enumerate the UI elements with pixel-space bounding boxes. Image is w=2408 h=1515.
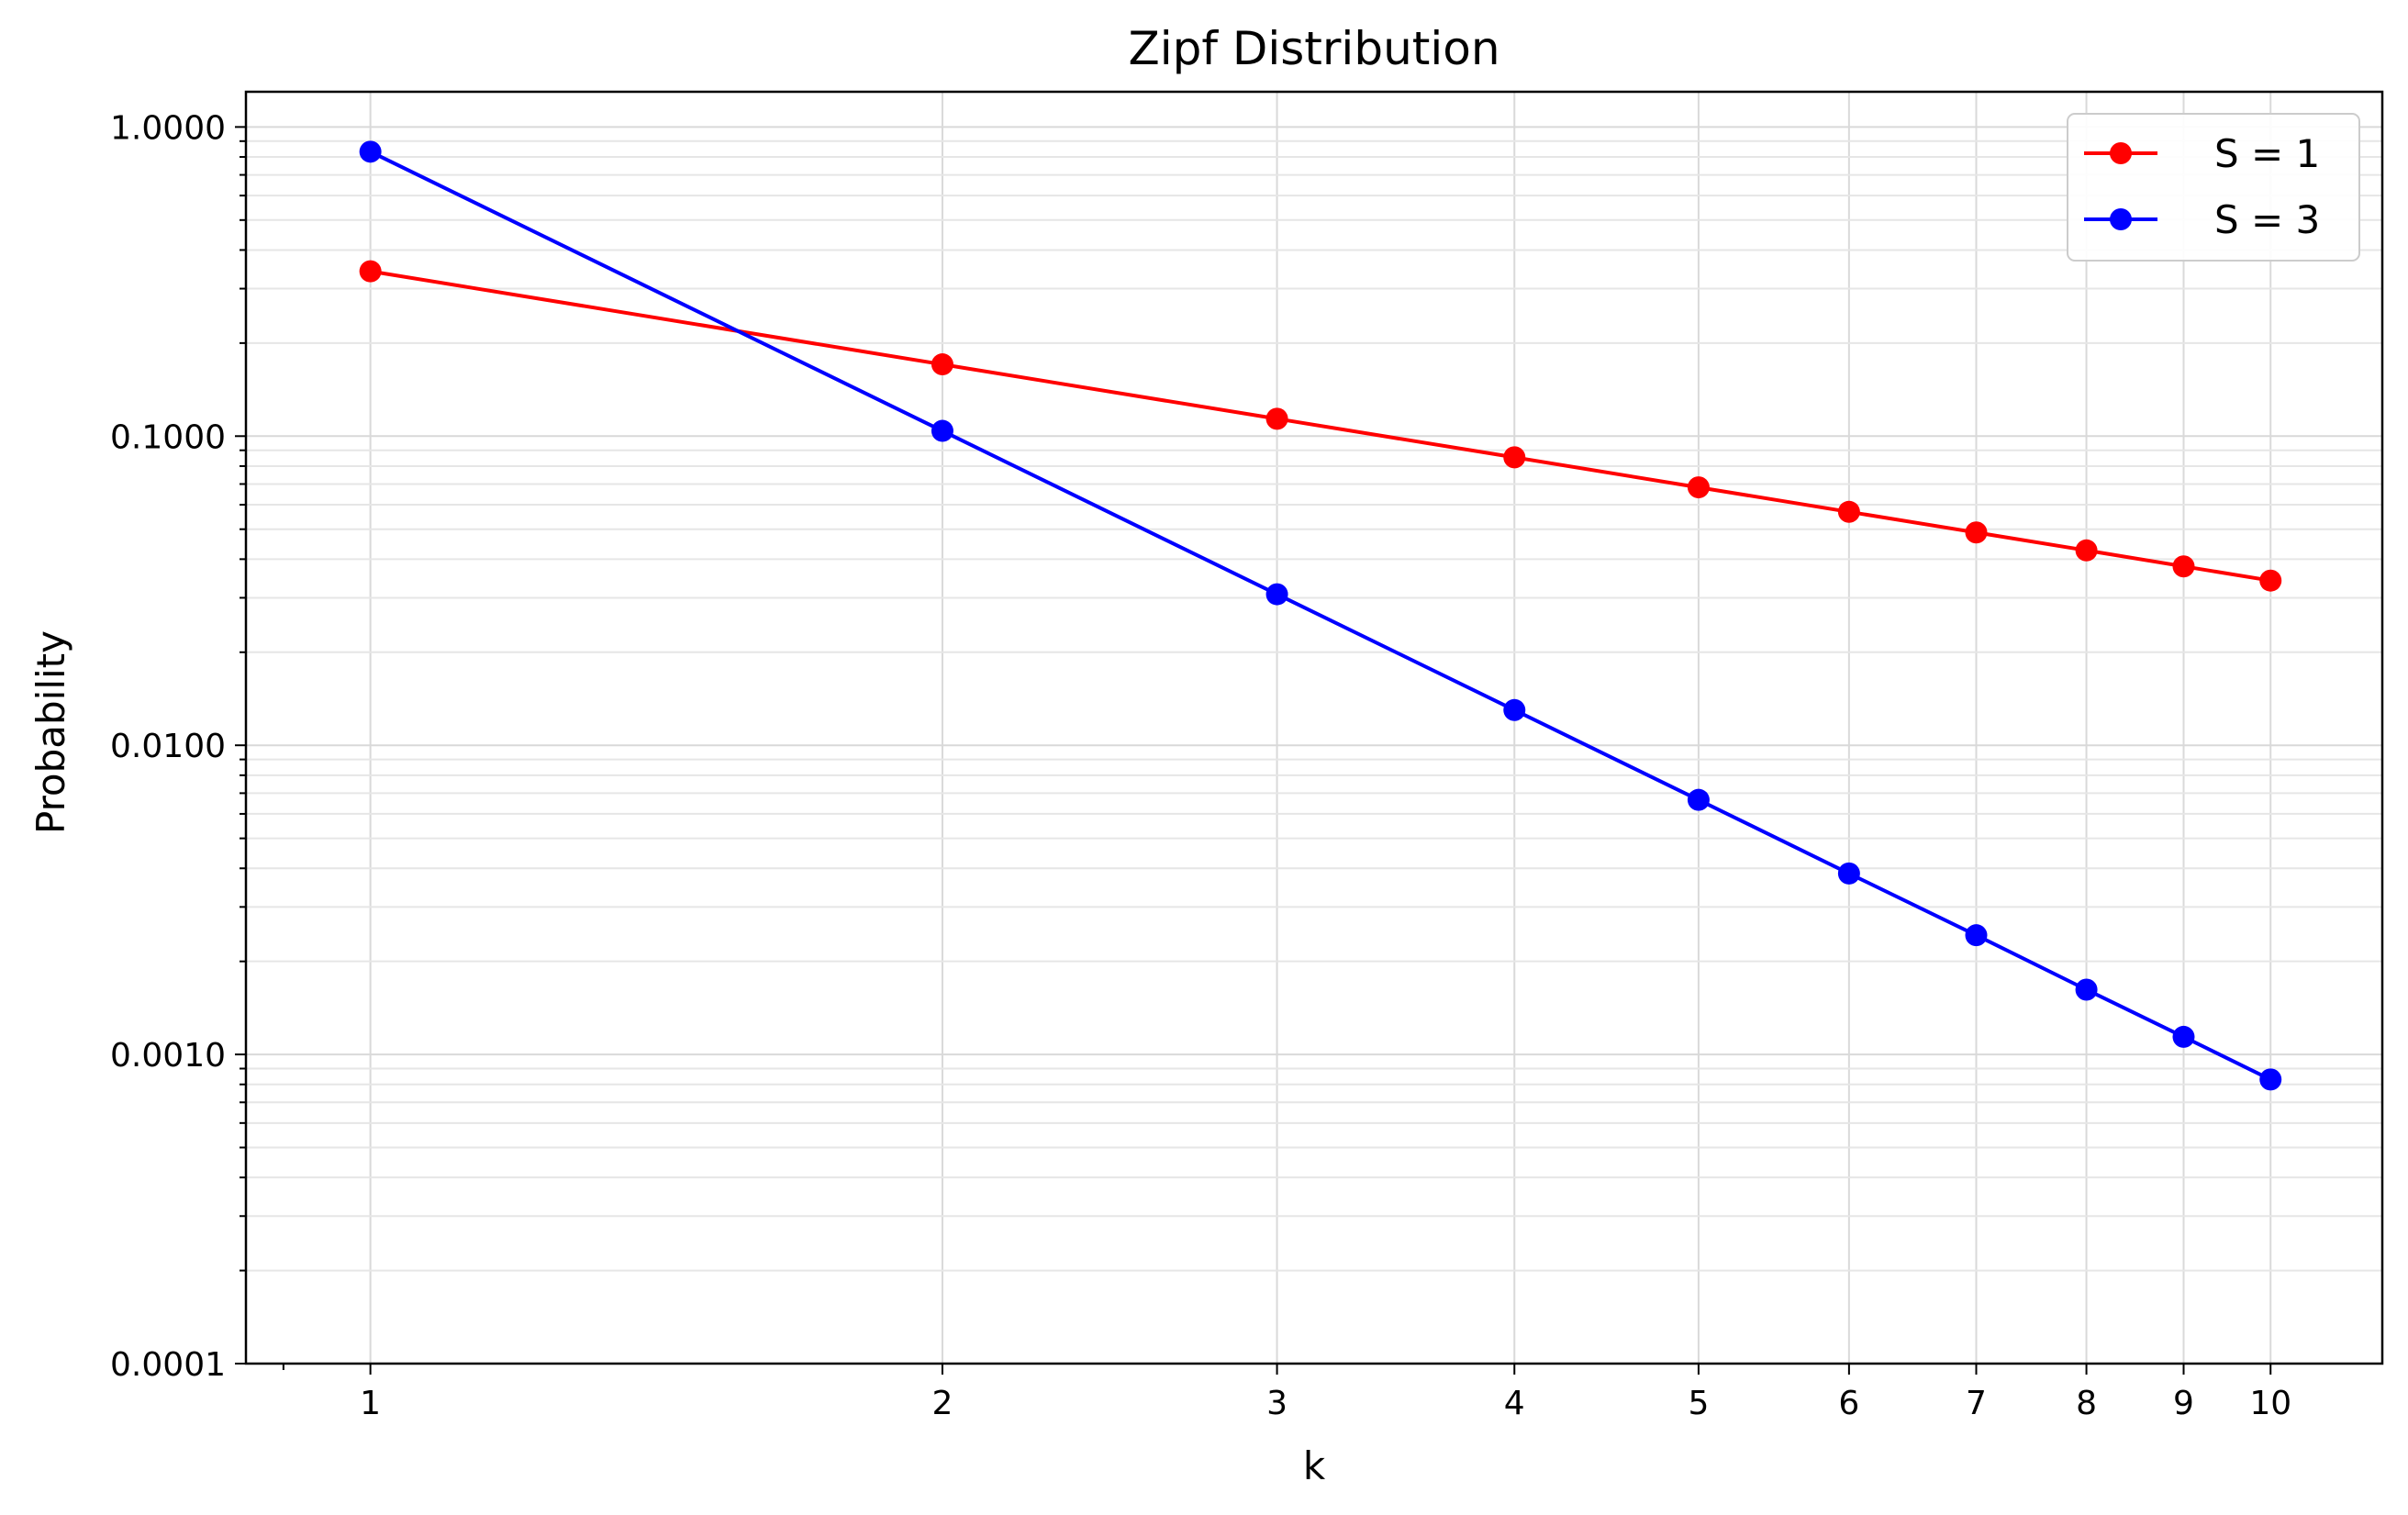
chart-title: Zipf Distribution xyxy=(1128,22,1499,75)
x-tick-label: 2 xyxy=(931,1385,953,1422)
legend-item: S = 1 xyxy=(2084,131,2320,176)
data-point xyxy=(1687,788,1710,811)
x-tick-label: 3 xyxy=(1266,1385,1288,1422)
data-point xyxy=(2172,555,2195,578)
x-tick-label: 6 xyxy=(1838,1385,1859,1422)
data-point xyxy=(2172,1025,2195,1048)
data-point xyxy=(2075,978,2098,1001)
data-point xyxy=(359,140,382,163)
legend-label: S = 1 xyxy=(2214,131,2320,176)
legend-marker xyxy=(2110,142,2132,164)
axes: 0.0001 0.0010 0.0100 0.1000 1.0000 1 2 3 4 5 6 7 8 9 1… xyxy=(110,109,2291,1422)
x-tick-label: 10 xyxy=(2249,1385,2291,1422)
data-point xyxy=(2259,569,2282,592)
data-point xyxy=(1837,500,1860,523)
series-layer xyxy=(359,140,2282,1091)
series-2 xyxy=(359,140,2282,1091)
plot-frame xyxy=(244,90,2384,1365)
y-tick-label: 1.0000 xyxy=(110,109,226,147)
data-point xyxy=(1503,446,1526,469)
data-point xyxy=(1503,698,1526,721)
x-axis-label: k xyxy=(1303,1443,1326,1488)
data-point xyxy=(1265,583,1288,606)
x-tick-label: 1 xyxy=(360,1385,381,1422)
y-tick-label: 0.0001 xyxy=(110,1346,226,1384)
data-point xyxy=(931,419,953,442)
y-tick-label: 0.0010 xyxy=(110,1037,226,1075)
legend: S = 1 S = 3 xyxy=(2067,113,2360,262)
data-point xyxy=(2259,1068,2282,1091)
y-axis-label: Probability xyxy=(28,630,73,834)
x-tick-label: 7 xyxy=(1966,1385,1987,1422)
series-line xyxy=(369,150,2272,1082)
grid xyxy=(246,92,2382,1365)
legend-label: S = 3 xyxy=(2214,197,2320,242)
data-point xyxy=(1965,924,1988,947)
x-tick-label: 5 xyxy=(1688,1385,1709,1422)
data-point xyxy=(931,353,953,376)
data-point xyxy=(359,260,382,283)
legend-marker xyxy=(2110,208,2132,230)
series-1 xyxy=(359,260,2282,592)
data-point xyxy=(1687,476,1710,499)
legend-box xyxy=(2067,113,2360,262)
data-point xyxy=(1265,407,1288,430)
series-line xyxy=(370,269,2271,583)
legend-item: S = 3 xyxy=(2084,197,2320,242)
data-point xyxy=(1965,521,1988,544)
y-tick-label: 0.0100 xyxy=(110,728,226,765)
x-tick-label: 8 xyxy=(2076,1385,2097,1422)
x-tick-label: 4 xyxy=(1504,1385,1525,1422)
x-tick-label: 9 xyxy=(2173,1385,2194,1422)
y-tick-label: 0.1000 xyxy=(110,418,226,456)
data-point xyxy=(1837,862,1860,885)
data-point xyxy=(2075,539,2098,562)
